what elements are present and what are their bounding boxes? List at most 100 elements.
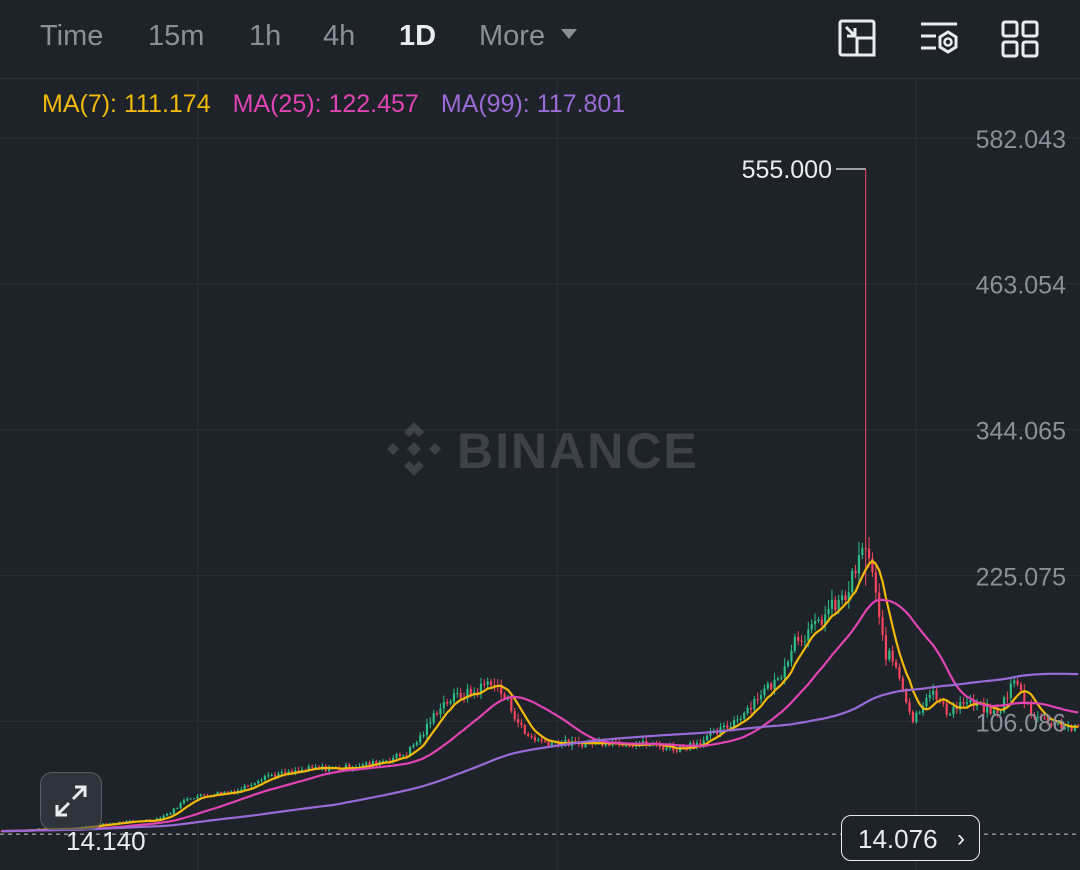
candle-body — [1073, 725, 1077, 731]
ma-legend: MA(7): 111.174 MA(25): 122.457 MA(99): 117… — [42, 90, 647, 119]
candle-body — [783, 666, 786, 678]
candle-body — [989, 705, 992, 714]
candle-body — [469, 688, 472, 695]
tab-1d[interactable]: 1D — [399, 20, 437, 52]
y-tick-label: 582.043 — [976, 126, 1066, 154]
candle-body — [365, 762, 368, 765]
candle-body — [516, 719, 520, 723]
candle-body — [935, 690, 938, 700]
candle-body — [192, 798, 196, 800]
candle-body — [871, 558, 874, 573]
tab-time[interactable]: Time — [40, 20, 104, 52]
candle-body — [662, 746, 665, 750]
candle-body — [101, 823, 105, 825]
current-price-badge[interactable]: 14.076 › — [841, 815, 980, 861]
candle-body — [446, 702, 449, 704]
tab-1h[interactable]: 1h — [249, 20, 282, 52]
candle-body — [307, 766, 310, 771]
tab-4h[interactable]: 4h — [323, 20, 356, 52]
candle-body — [813, 621, 817, 625]
candle-body — [732, 720, 736, 727]
candle-body — [800, 640, 803, 642]
grid-layout-icon[interactable] — [999, 18, 1041, 60]
candle-body — [854, 570, 857, 574]
candle-body — [726, 725, 729, 728]
candle-body — [763, 688, 766, 696]
candle-body — [361, 764, 364, 767]
candle-body — [1033, 714, 1036, 718]
candle-body — [1063, 727, 1066, 729]
candle-body — [992, 710, 996, 714]
candle-body — [523, 725, 526, 734]
candle-body — [628, 745, 631, 747]
candle-body — [753, 698, 756, 710]
candle-body — [503, 693, 506, 699]
candle-body — [540, 739, 543, 741]
candle-body — [790, 650, 793, 662]
candle-body — [392, 757, 395, 762]
tab-more-label: More — [479, 20, 546, 52]
candle-body — [216, 792, 219, 795]
expand-arrows-icon — [55, 785, 87, 817]
candle-body — [948, 714, 952, 716]
chevron-right-icon: › — [957, 825, 965, 852]
indicator-settings-icon[interactable] — [918, 18, 960, 60]
candle-body — [861, 548, 864, 556]
candle-body — [483, 683, 486, 685]
candle-body — [746, 707, 749, 714]
candle-body — [203, 794, 206, 796]
candle-body — [776, 678, 780, 680]
candle-body — [932, 690, 935, 695]
candle-body — [230, 791, 233, 793]
candle-body — [986, 705, 989, 713]
candle-body — [500, 686, 503, 694]
candle-body — [435, 713, 439, 715]
max-price-label: 555.000 — [742, 156, 832, 184]
candle-body — [759, 695, 763, 700]
candle-body — [186, 798, 189, 801]
binance-logo-icon — [387, 422, 441, 476]
ma-line-25 — [1, 598, 1079, 833]
candle-body — [459, 692, 462, 698]
candle-body — [705, 735, 709, 741]
candle-body — [1040, 716, 1043, 718]
candle-body — [739, 718, 742, 720]
candle-body — [270, 774, 273, 776]
tab-more[interactable]: More — [479, 20, 579, 53]
candle-body — [182, 800, 186, 804]
candle-body — [962, 702, 965, 704]
expand-button[interactable] — [40, 772, 102, 830]
candle-body — [608, 744, 611, 746]
timeframe-toolbar: Time 15m 1h 4h 1D More — [0, 0, 1080, 79]
binance-watermark: BINANCE — [383, 418, 713, 480]
candle-body — [371, 761, 375, 765]
candle-body — [709, 732, 712, 736]
candle-body — [456, 692, 459, 694]
tab-15m[interactable]: 15m — [148, 20, 205, 52]
candle-body — [1006, 697, 1009, 699]
candle-body — [803, 641, 807, 643]
candle-body — [581, 743, 584, 747]
candle-body — [878, 592, 881, 618]
candle-body — [533, 737, 537, 741]
candle-body — [834, 599, 837, 611]
candle-body — [810, 624, 813, 630]
candle-body — [1036, 716, 1039, 718]
candlestick-chart[interactable]: 582.043 463.054 344.065 225.075 106.086 555.0… — [0, 79, 1080, 870]
candle-body — [624, 745, 628, 747]
candle-body — [425, 723, 429, 736]
candle-body — [344, 764, 348, 769]
candle-body — [405, 755, 408, 757]
candle-body — [219, 792, 223, 795]
candle-body — [520, 722, 523, 726]
candle-body — [429, 722, 432, 724]
candle-body — [888, 650, 891, 660]
candle-body — [1060, 723, 1063, 728]
fullscreen-chart-icon[interactable] — [837, 18, 879, 60]
candle-body — [1043, 717, 1046, 719]
candle-body — [159, 817, 162, 819]
candle-body — [284, 771, 287, 774]
candle-body — [530, 735, 533, 738]
candle-body — [537, 739, 540, 741]
candle-body — [972, 700, 975, 707]
